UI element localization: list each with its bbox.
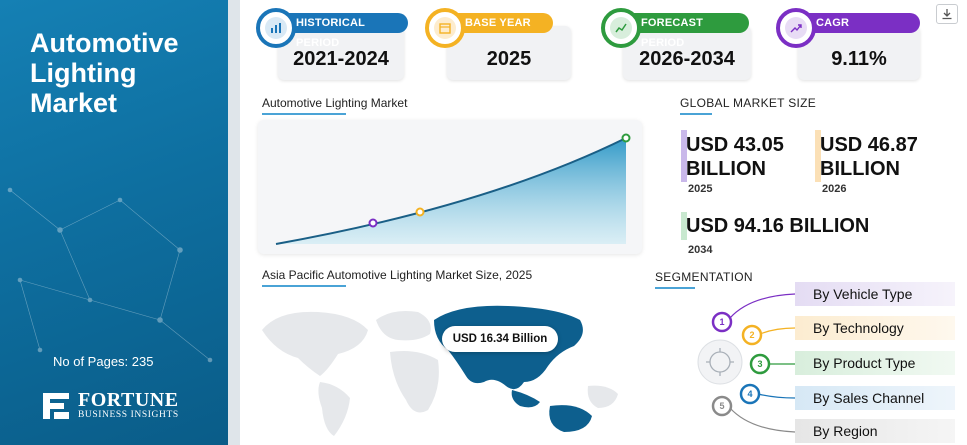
chart-point-2025 bbox=[368, 218, 378, 228]
logo-mark-icon bbox=[43, 393, 69, 419]
segment-number-3 bbox=[749, 353, 771, 375]
segment-connector-2 bbox=[759, 327, 796, 335]
segment-connector-1 bbox=[729, 293, 796, 319]
asia-pacific-title: Asia Pacific Automotive Lighting Market … bbox=[262, 268, 533, 282]
segment-number-1-text: 1 bbox=[719, 317, 724, 327]
panel-divider bbox=[228, 0, 240, 445]
market-2034-year: 2034 bbox=[688, 244, 713, 256]
segment-number-1 bbox=[711, 311, 733, 333]
asia-pacific-highlight bbox=[434, 305, 592, 432]
segmentation-diagram: 1 2 3 4 5 bbox=[697, 293, 796, 433]
global-market-title: GLOBAL MARKET SIZE bbox=[680, 96, 817, 110]
network-pattern-decoration bbox=[7, 187, 213, 363]
chart-line bbox=[275, 137, 627, 245]
forecast-chart-icon bbox=[615, 23, 627, 33]
market-chart bbox=[258, 120, 642, 254]
growth-chart-icon bbox=[790, 24, 802, 33]
download-button[interactable] bbox=[936, 4, 958, 24]
segment-technology: By Technology bbox=[795, 316, 955, 340]
chart-area bbox=[276, 138, 626, 244]
base-year-label: BASE YEAR bbox=[447, 13, 553, 33]
download-icon bbox=[942, 9, 952, 20]
asia-pacific-market-callout: USD 16.34 Billion bbox=[442, 326, 558, 352]
calendar-icon bbox=[439, 23, 451, 34]
chart-title: Automotive Lighting Market bbox=[262, 96, 408, 110]
market-2026-accent bbox=[815, 130, 821, 182]
segment-number-4-text: 4 bbox=[747, 389, 752, 399]
segmentation-underline bbox=[655, 287, 695, 289]
segmentation-hub-icon bbox=[697, 339, 743, 385]
left-panel: Automotive Lighting Market No of Pages: … bbox=[0, 0, 236, 445]
market-chart-svg bbox=[275, 133, 631, 245]
market-2025-year: 2025 bbox=[688, 183, 713, 195]
base-year-value: 2025 bbox=[486, 48, 532, 70]
segment-region: By Region bbox=[795, 419, 955, 443]
forecast-period-label: FORECAST PERIOD bbox=[623, 13, 749, 49]
historical-period-value: 2021-2024 bbox=[293, 48, 389, 70]
page-title: Automotive Lighting Market bbox=[30, 28, 179, 118]
segment-number-4 bbox=[739, 383, 761, 405]
market-2026-value: USD 46.87 BILLION bbox=[820, 134, 918, 180]
page-count: No of Pages: 235 bbox=[53, 354, 154, 369]
market-2034-value: USD 94.16 BILLION bbox=[686, 215, 870, 237]
segmentation-title: SEGMENTATION bbox=[655, 270, 753, 284]
segment-connector-5 bbox=[729, 407, 796, 433]
global-market-underline bbox=[680, 113, 712, 115]
segment-vehicle-type: By Vehicle Type bbox=[795, 282, 955, 306]
market-2025-value: USD 43.05 BILLION bbox=[686, 134, 784, 180]
chart-title-underline bbox=[262, 113, 346, 115]
cagr-label: CAGR bbox=[798, 13, 920, 33]
segment-number-3-text: 3 bbox=[757, 359, 762, 369]
world-map-land bbox=[262, 311, 618, 436]
chart-point-2034 bbox=[621, 133, 631, 143]
company-logo: FORTUNE BUSINESS INSIGHTS bbox=[40, 388, 200, 424]
segment-number-2-text: 2 bbox=[749, 330, 754, 340]
segment-sales-channel: By Sales Channel bbox=[795, 386, 955, 410]
segment-product-type: By Product Type bbox=[795, 351, 955, 375]
logo-brand-text: FORTUNE bbox=[78, 389, 179, 411]
segment-number-5 bbox=[711, 395, 733, 417]
chart-point-2026 bbox=[415, 207, 425, 217]
market-2034-accent bbox=[681, 212, 687, 240]
world-map bbox=[262, 305, 618, 436]
segment-connector-4 bbox=[757, 393, 796, 399]
logo-sub-text: BUSINESS INSIGHTS bbox=[78, 410, 179, 420]
segment-number-2 bbox=[741, 324, 763, 346]
asia-pacific-underline bbox=[262, 285, 346, 287]
market-2026-year: 2026 bbox=[822, 183, 847, 195]
bar-chart-icon bbox=[271, 23, 281, 33]
segment-number-5-text: 5 bbox=[719, 401, 724, 411]
forecast-period-value: 2026-2034 bbox=[639, 48, 735, 70]
historical-period-label: HISTORICAL PERIOD bbox=[278, 13, 408, 49]
market-2025-accent bbox=[681, 130, 687, 182]
cagr-value: 9.11% bbox=[831, 48, 887, 70]
